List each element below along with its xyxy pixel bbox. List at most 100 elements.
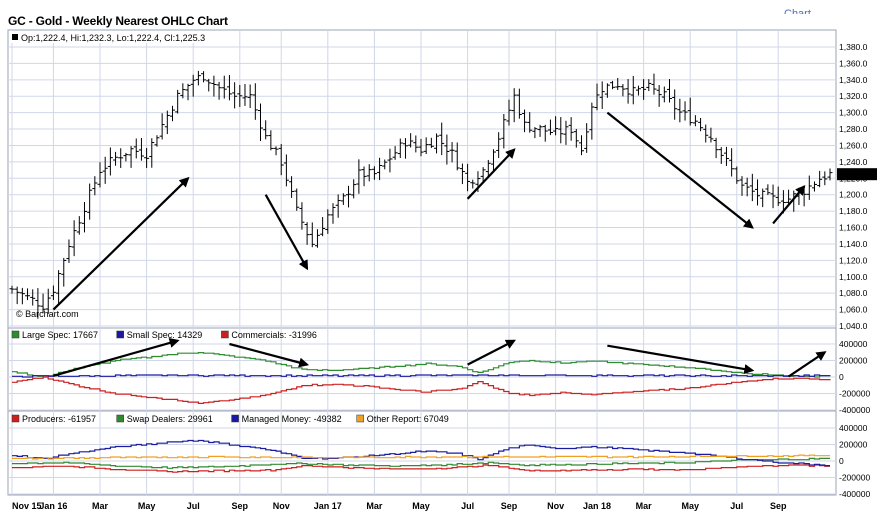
ohlc-bar [620, 84, 626, 97]
ohlc-bar [496, 132, 502, 159]
ohlc-bar [392, 146, 398, 160]
ohlc-bar [128, 146, 134, 168]
x-axis-label: Mar [366, 501, 383, 511]
ohlc-bar [387, 148, 393, 173]
x-axis-label: Jul [730, 501, 743, 511]
ohlc-bar [485, 159, 491, 177]
ohlc-bar [672, 89, 678, 120]
ohlc-bar [703, 124, 709, 143]
cot-axis-label: 200000 [839, 356, 868, 366]
trend-arrow [229, 342, 310, 368]
legend-label-producers: Producers: -61957 [22, 414, 96, 424]
ohlc-bar [320, 217, 326, 237]
ohlc-bar [71, 220, 77, 257]
ohlc-bar [185, 83, 191, 101]
watermark-text: © Barchart.com [16, 309, 79, 319]
ohlc-bar [651, 73, 657, 95]
ohlc-bar [61, 257, 67, 287]
ohlc-bar [25, 288, 31, 301]
ohlc-bar [646, 79, 652, 92]
ohlc-bar [278, 144, 284, 176]
ohlc-bar [14, 286, 20, 305]
ohlc-bar [630, 75, 636, 105]
price-axis-label: 1,100.0 [839, 272, 868, 282]
ohlc-bar [283, 154, 289, 187]
ohlc-bar [604, 83, 610, 98]
ohlc-bar [444, 134, 450, 165]
ohlc-bar [138, 137, 144, 161]
ohlc-bar [553, 116, 559, 136]
ohlc-bar [9, 285, 15, 294]
legend-swatch-producers [11, 414, 20, 423]
legend-swatch-commercials [221, 330, 229, 339]
ohlc-bar [449, 142, 455, 163]
series-line-managed_money [12, 439, 830, 467]
ohlc-bar [610, 80, 616, 90]
price-axis-label: 1,120.0 [839, 255, 868, 265]
legend-swatch-large_spec [11, 330, 20, 339]
ohlc-bar [506, 99, 512, 126]
ohlc-bar [434, 133, 440, 154]
legend-label-managed_money: Managed Money: -49382 [242, 414, 342, 424]
ohlc-bar [428, 137, 434, 148]
cot1-panel-frame [7, 327, 837, 412]
ohlc-bar [786, 189, 792, 206]
ohlc-bar [133, 138, 139, 159]
chart-title: GC - Gold - Weekly Nearest OHLC Chart [8, 14, 228, 28]
ohlc-bar [470, 179, 476, 189]
cot-axis-label: 400000 [839, 339, 868, 349]
ohlc-bar [667, 79, 673, 103]
ohlc-bar [542, 124, 548, 142]
x-axis-label: Jul [461, 501, 474, 511]
ohlc-bar [490, 149, 496, 171]
ohlc-bar [149, 138, 155, 168]
ohlc-bar [584, 123, 590, 153]
ohlc-bar [268, 130, 274, 151]
ohlc-bar [532, 127, 538, 139]
x-axis-label: Mar [636, 501, 653, 511]
trend-arrow [607, 344, 755, 374]
ohlc-bar [589, 102, 595, 140]
ohlc-bar [501, 113, 507, 149]
ohlc-bar [811, 181, 817, 192]
price-axis-label: 1,260.0 [839, 140, 868, 150]
price-axis-label: 1,160.0 [839, 223, 868, 233]
ohlc-bar [309, 222, 315, 248]
ohlc-bar [180, 83, 186, 99]
legend-label-commercials: Commercials: -31996 [231, 330, 317, 340]
x-axis-label: Jan 17 [314, 501, 342, 511]
ohlc-bar [226, 75, 232, 101]
ohlc-bar [423, 137, 429, 155]
ohlc-bar [144, 147, 150, 169]
ohlc-bar [92, 176, 98, 196]
ohlc-bar [216, 81, 222, 100]
series-line-swap_dealers [12, 457, 830, 469]
legend-swatch-small_spec [116, 330, 124, 339]
ohlc-bar [744, 177, 750, 197]
ohlc-bar [377, 157, 383, 181]
ohlc-bar [314, 229, 320, 248]
ohlc-bar [87, 183, 93, 220]
ohlc-bar [418, 138, 424, 157]
ohlc-bar [294, 188, 300, 211]
ohlc-bar [123, 152, 129, 162]
x-axis-label: Nov 15 [12, 501, 42, 511]
ohlc-bar [568, 117, 574, 141]
ohlc-bar [408, 133, 414, 148]
x-axis-label: May [138, 501, 156, 511]
ohlc-bar [718, 147, 724, 164]
cot-axis-label: -200000 [839, 389, 870, 399]
x-axis-label: May [681, 501, 699, 511]
ohlc-bar [656, 85, 662, 107]
trend-arrow [466, 148, 516, 200]
price-axis-label: 1,040.0 [839, 321, 868, 331]
ohlc-bar [40, 293, 46, 314]
cot-axis-label: 0 [839, 456, 844, 466]
corner-link[interactable]: Chart [784, 8, 811, 14]
ohlc-bar [465, 163, 471, 192]
ohlc-bar [118, 148, 124, 168]
ohlc-bar [760, 188, 766, 208]
x-axis-label: Jan 16 [39, 501, 67, 511]
cot-axis-label: -400000 [839, 489, 870, 499]
trend-arrow [467, 339, 516, 366]
